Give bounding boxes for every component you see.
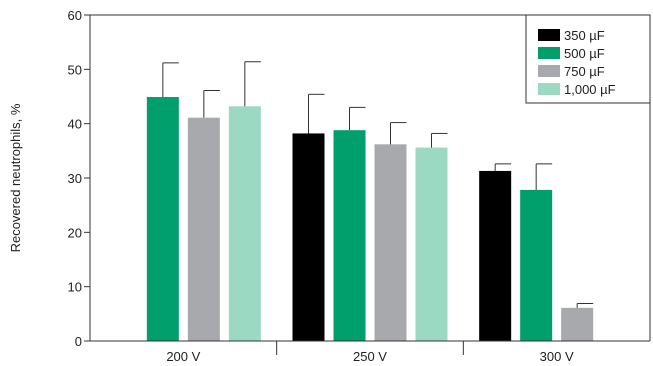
bar bbox=[187, 117, 220, 341]
legend-swatch bbox=[538, 47, 560, 59]
y-tick-label: 10 bbox=[68, 280, 82, 295]
bar bbox=[333, 130, 366, 341]
bar bbox=[374, 144, 407, 341]
y-tick-label: 60 bbox=[68, 8, 82, 23]
legend-swatch bbox=[538, 83, 560, 95]
legend-label: 500 µF bbox=[564, 46, 605, 61]
bar bbox=[520, 189, 553, 341]
bar bbox=[146, 97, 179, 341]
y-tick-label: 50 bbox=[68, 62, 82, 77]
legend-label: 1,000 µF bbox=[564, 82, 616, 97]
legend-swatch bbox=[538, 29, 560, 41]
y-axis-title: Recovered neutrophils, % bbox=[8, 103, 23, 252]
legend-label: 350 µF bbox=[564, 28, 605, 43]
bar bbox=[561, 307, 594, 341]
legend: 350 µF 500 µF 750 µF 1,000 µF bbox=[525, 14, 651, 104]
bar bbox=[415, 147, 448, 341]
x-tick-label: 200 V bbox=[166, 349, 200, 364]
bar bbox=[228, 106, 261, 341]
y-tick-label: 40 bbox=[68, 117, 82, 132]
bars-group bbox=[146, 61, 594, 341]
legend-swatch bbox=[538, 65, 560, 77]
legend-label: 750 µF bbox=[564, 64, 605, 79]
bar bbox=[292, 133, 325, 341]
x-tick-label: 250 V bbox=[353, 349, 387, 364]
bar bbox=[479, 170, 512, 341]
x-tick-label: 300 V bbox=[540, 349, 574, 364]
y-tick-label: 20 bbox=[68, 225, 82, 240]
y-tick-label: 30 bbox=[68, 171, 82, 186]
y-tick-label: 0 bbox=[75, 334, 82, 349]
